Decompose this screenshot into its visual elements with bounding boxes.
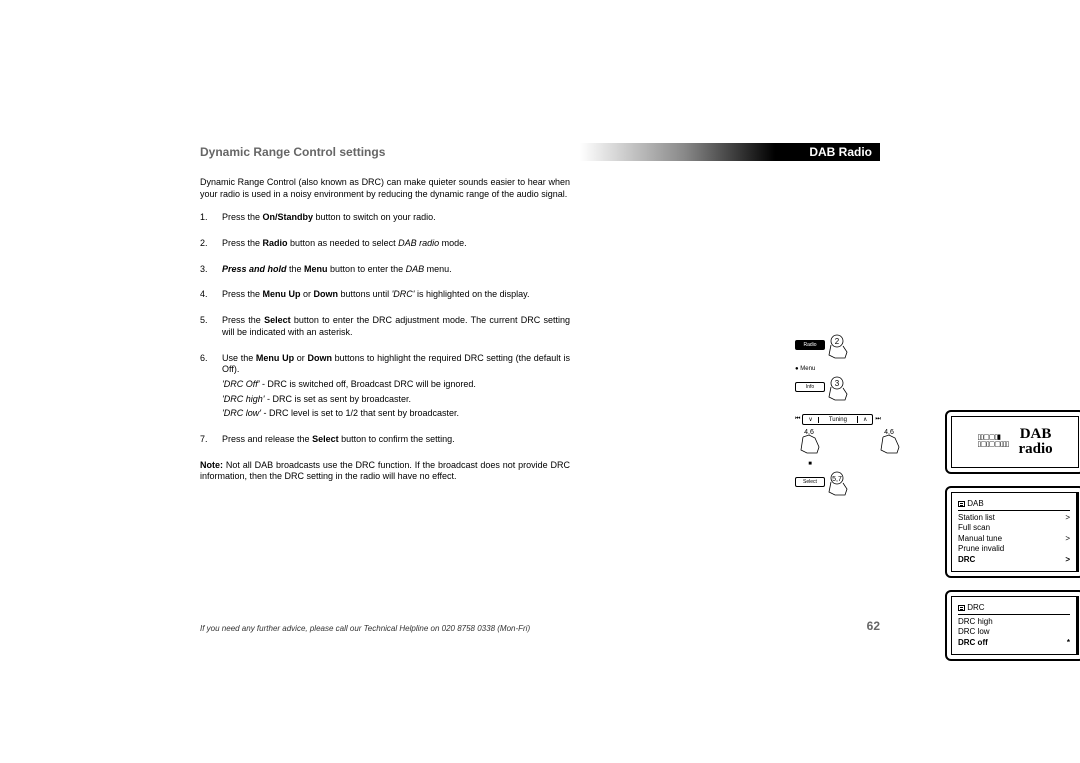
page-content: Dynamic Range Control settings Dynamic R… xyxy=(200,145,880,645)
lcd-drc-menu: DRC DRC highDRC lowDRC off* xyxy=(945,590,1080,661)
intro-text: Dynamic Range Control (also known as DRC… xyxy=(200,177,570,200)
hand-icon: 2 xyxy=(825,330,855,360)
menu-row: Prune invalid xyxy=(958,544,1070,554)
menu-row: Full scan xyxy=(958,523,1070,533)
list-icon xyxy=(958,605,965,611)
svg-text:5,7: 5,7 xyxy=(832,476,842,483)
select-button: Select xyxy=(795,477,825,487)
step-6: Use the Menu Up or Down buttons to highl… xyxy=(222,353,570,420)
section-title: Dynamic Range Control settings xyxy=(200,145,880,159)
svg-text:2: 2 xyxy=(835,337,840,346)
hand-icon: 5,7 xyxy=(825,467,855,497)
step-4: Press the Menu Up or Down buttons until … xyxy=(222,289,570,301)
steps-list: Press the On/Standby button to switch on… xyxy=(200,212,570,445)
down-button: ∨ xyxy=(803,416,817,423)
up-button: ∧ xyxy=(857,416,872,423)
lcd-dab-radio: ▯▯▢▢▯▮ ▯▢▯▢▢▯▯▯ DAB radio xyxy=(945,410,1080,474)
lcd-line2: radio xyxy=(1018,442,1052,457)
step-2: Press the Radio button as needed to sele… xyxy=(222,238,570,250)
menu-header: DAB xyxy=(958,499,1070,511)
step-7: Press and release the Select button to c… xyxy=(222,434,570,446)
menu-header: DRC xyxy=(958,603,1070,615)
signal-icon: ▯▯▢▢▯▮ ▯▢▯▢▢▯▯▯ xyxy=(977,435,1008,449)
page-number: 62 xyxy=(867,619,880,633)
tuning-bar: ∨ Tuning ∧ xyxy=(802,414,873,425)
prev-icon: ⏮ xyxy=(795,416,800,423)
radio-button: Radio xyxy=(795,340,825,350)
menu-row: DRC off* xyxy=(958,638,1070,648)
drc-off-desc: 'DRC Off' - DRC is switched off, Broadca… xyxy=(222,379,570,391)
hand-icon: 4,6 xyxy=(797,425,827,455)
list-icon xyxy=(958,501,965,507)
menu-row: Station list> xyxy=(958,513,1070,523)
menu-row: DRC high xyxy=(958,617,1070,627)
step-1: Press the On/Standby button to switch on… xyxy=(222,212,570,224)
footer-helpline: If you need any further advice, please c… xyxy=(200,624,880,633)
hand-icon: 4,6 xyxy=(877,425,907,455)
lcd-dab-menu: DAB Station list>Full scanManual tune>Pr… xyxy=(945,486,1080,578)
menu-row: DRC> xyxy=(958,555,1070,565)
menu-row: DRC low xyxy=(958,627,1070,637)
note: Note: Not all DAB broadcasts use the DRC… xyxy=(200,460,570,483)
drc-high-desc: 'DRC high' - DRC is set as sent by broad… xyxy=(222,394,570,406)
step-3: Press and hold the Menu button to enter … xyxy=(222,264,570,276)
drc-low-desc: 'DRC low' - DRC level is set to 1/2 that… xyxy=(222,408,570,420)
step-5: Press the Select button to enter the DRC… xyxy=(222,315,570,338)
hand-icon: 3 xyxy=(825,372,855,402)
info-button: Info xyxy=(795,382,825,392)
diagrams: Radio 2 ● Menu Info 3 ⏮ ∨ xyxy=(795,330,1080,673)
tuning-label: Tuning xyxy=(818,417,857,423)
menu-row: Manual tune> xyxy=(958,534,1070,544)
next-icon: ⏭ xyxy=(875,416,880,423)
svg-text:3: 3 xyxy=(835,379,840,388)
lcd-line1: DAB xyxy=(1018,427,1052,442)
button-diagram: Radio 2 ● Menu Info 3 ⏮ ∨ xyxy=(795,330,935,497)
